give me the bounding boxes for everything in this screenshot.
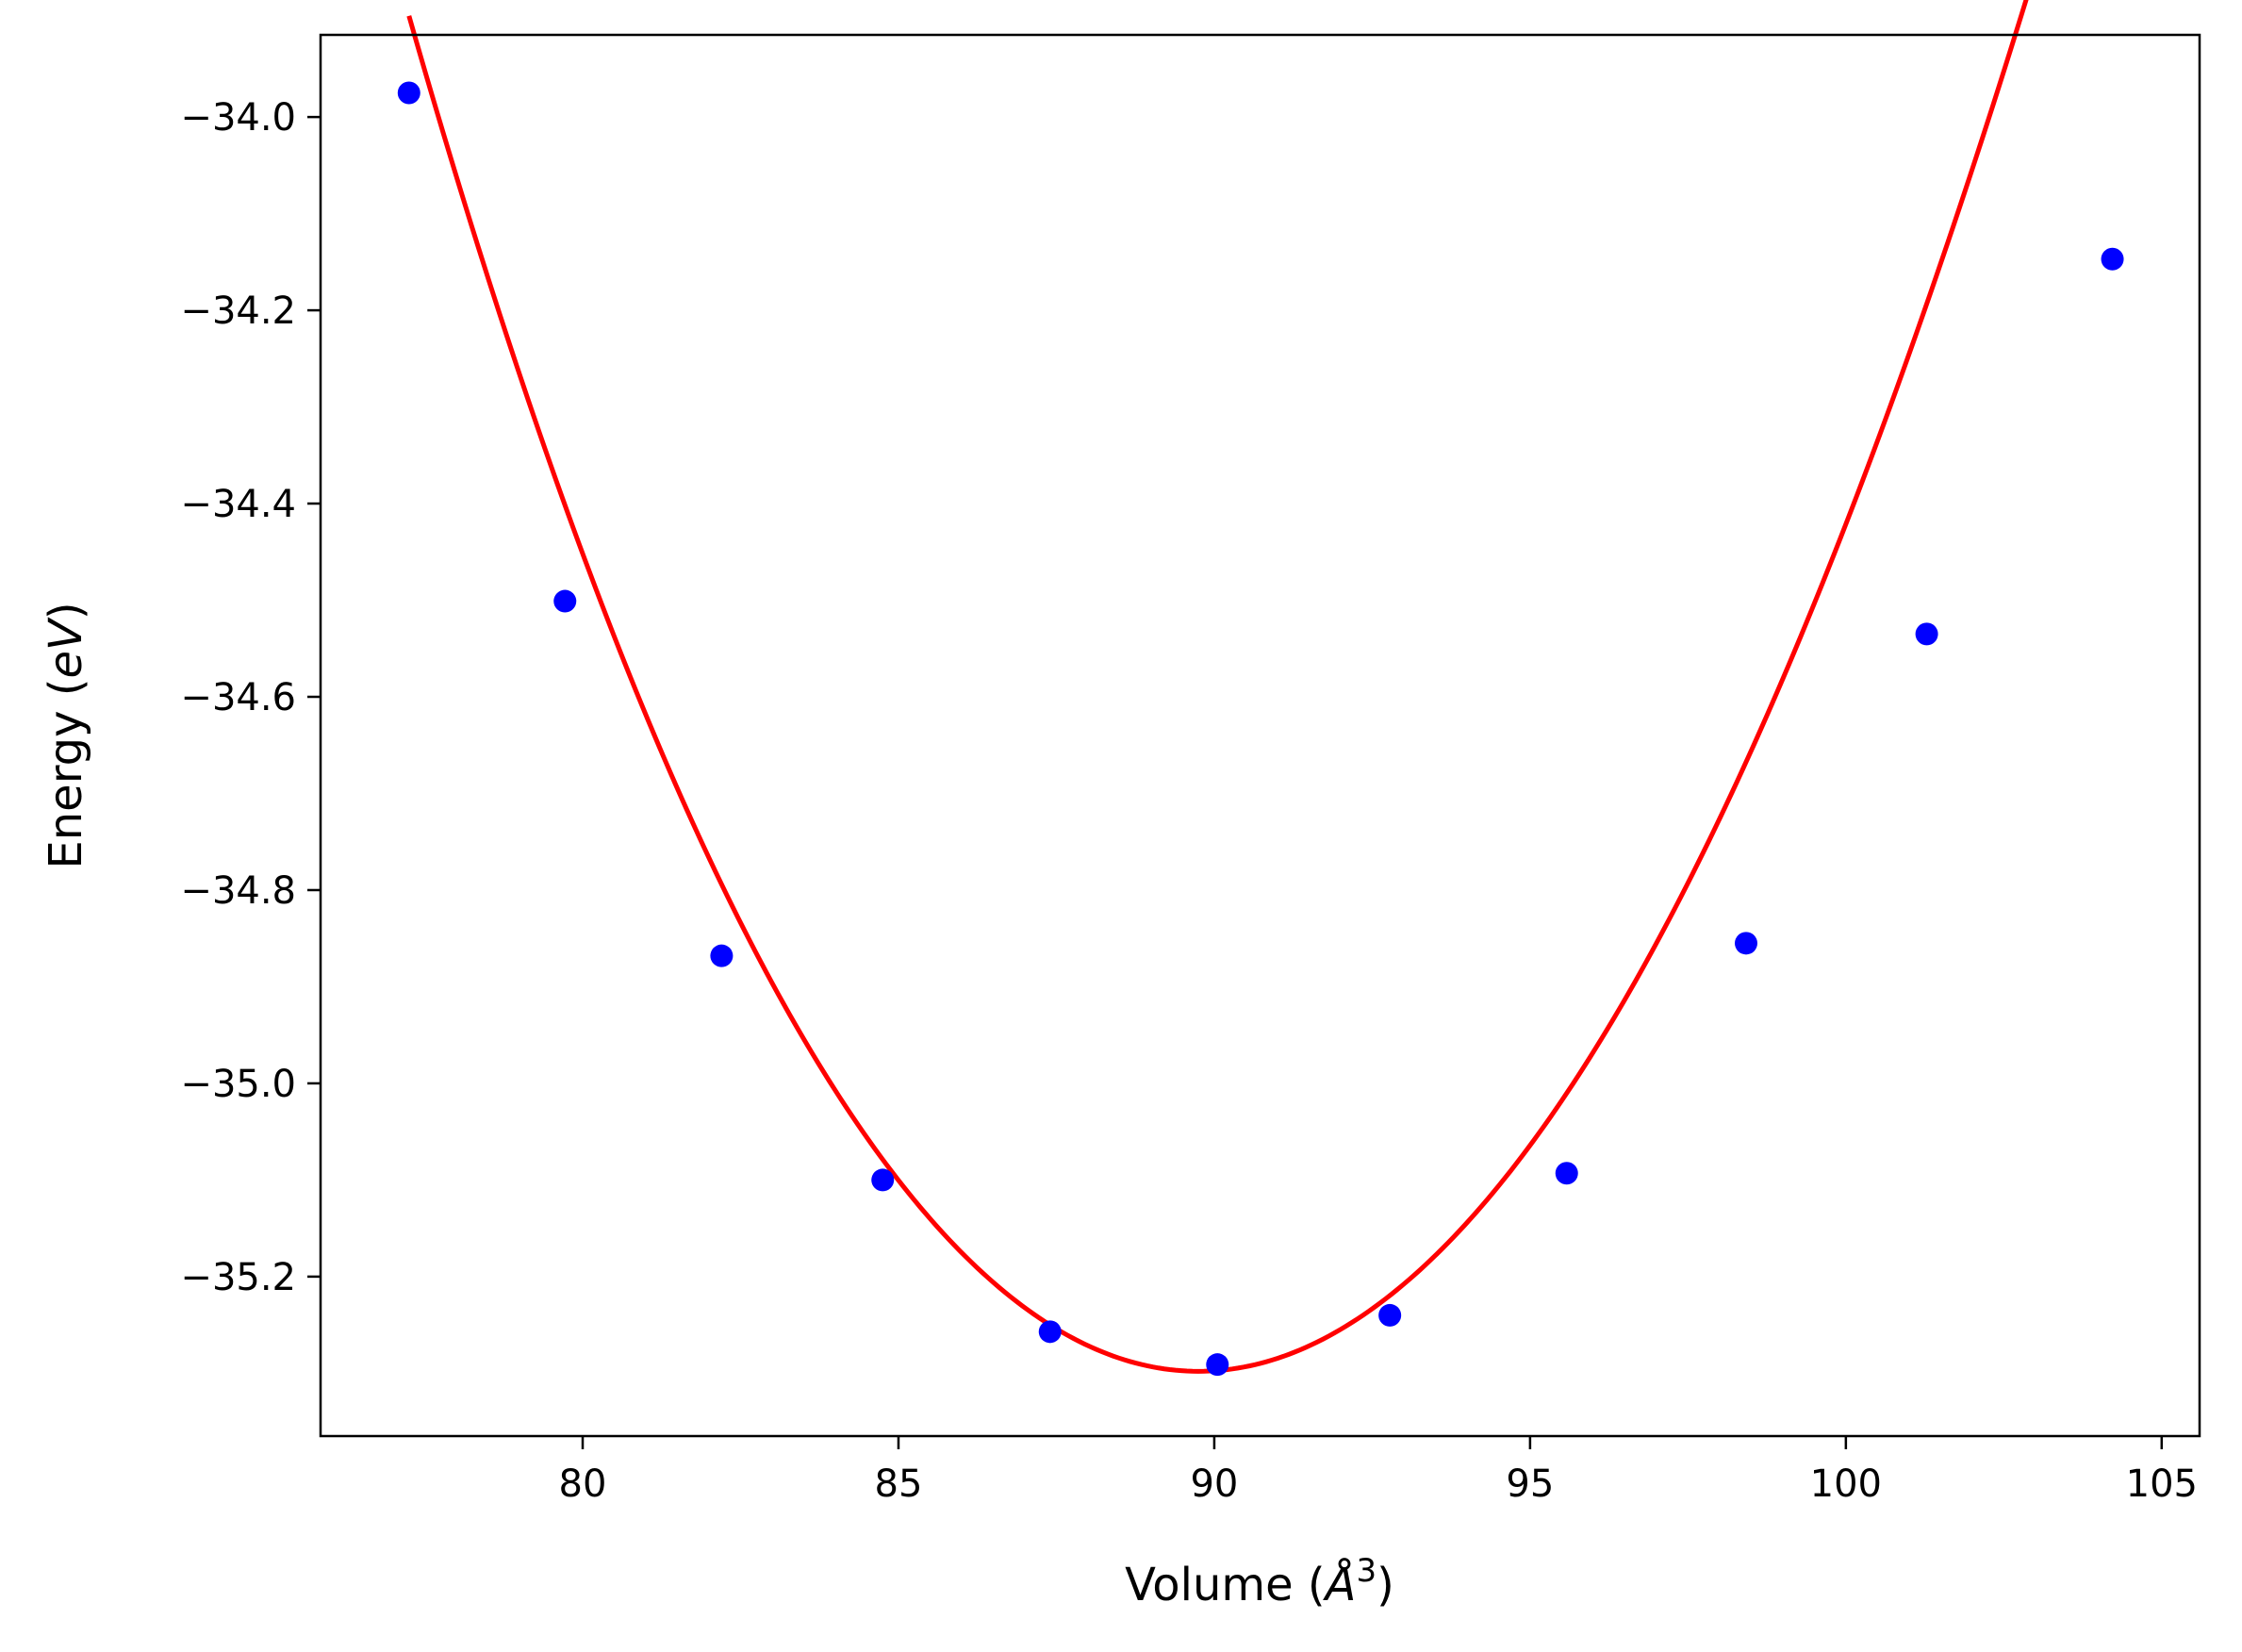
data-point — [1915, 622, 1938, 646]
y-tick-label: −34.0 — [180, 96, 296, 140]
x-tick-label: 80 — [559, 1462, 607, 1506]
data-point — [397, 81, 420, 105]
data-point — [1038, 1320, 1062, 1344]
y-tick-label: −34.6 — [180, 676, 296, 719]
data-point — [871, 1168, 895, 1192]
y-tick-label: −35.0 — [180, 1063, 296, 1106]
y-axis-label: Energy (eV) — [40, 602, 92, 868]
data-point — [553, 589, 577, 613]
data-point — [710, 944, 734, 967]
x-tick-label: 90 — [1190, 1462, 1238, 1506]
fit-curve — [406, 0, 2029, 1374]
x-tick-label: 85 — [875, 1462, 923, 1506]
y-tick-label: −35.2 — [180, 1256, 296, 1299]
x-tick-label: 105 — [2126, 1462, 2198, 1506]
x-tick-label: 100 — [1810, 1462, 1882, 1506]
x-tick-label: 95 — [1506, 1462, 1554, 1506]
data-point — [1378, 1303, 1402, 1327]
fit-curve-layer — [406, 0, 2029, 1374]
x-axis-ticks: 80 85 90 95 100 105 — [559, 1436, 2198, 1506]
y-tick-label: −34.2 — [180, 289, 296, 333]
y-tick-label: −34.8 — [180, 869, 296, 913]
data-points-layer — [397, 81, 2124, 1377]
data-point — [1206, 1353, 1229, 1377]
y-axis-ticks: −34.0 −34.2 −34.4 −34.6 −34.8 −35.0 −35.2 — [180, 96, 321, 1299]
data-point — [1555, 1162, 1578, 1185]
y-tick-label: −34.4 — [180, 483, 296, 526]
x-axis-label: Volume (Å3) — [1125, 1552, 1394, 1611]
plot-area-frame — [319, 33, 2201, 1438]
data-point — [1735, 932, 1757, 955]
data-point — [2101, 247, 2124, 271]
